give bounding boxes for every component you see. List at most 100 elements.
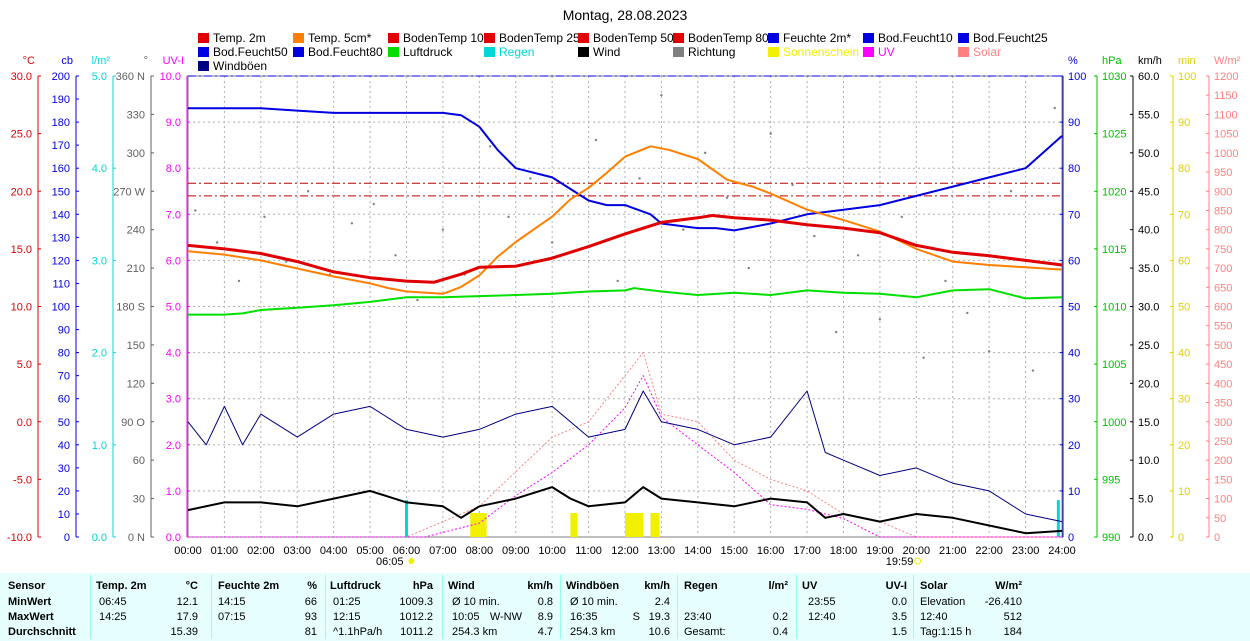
series-uv	[188, 375, 1062, 538]
direction-point	[878, 318, 882, 321]
press-tick-label: 1010	[1102, 302, 1126, 314]
sunshine-bar	[570, 513, 578, 537]
stats-cell: 0.2	[772, 611, 788, 623]
x-tick-label: 24:00	[1048, 545, 1076, 557]
stats-cell: Elevation	[920, 596, 966, 608]
cb-tick-label: 40	[58, 440, 70, 452]
temp-tick-label: 30.0	[11, 71, 32, 83]
stats-table: Sensor Temp. 2m °C Feuchte 2m% Luftdruck hPa W…	[0, 573, 1250, 641]
x-tick-label: 22:00	[975, 545, 1003, 557]
legend-label: UV	[878, 45, 895, 59]
solar-tick-label: 350	[1214, 398, 1232, 410]
legend-item: Temp. 5cm*	[293, 31, 371, 45]
solar-tick-label: 650	[1214, 282, 1232, 294]
solar-tick-label: 1150	[1214, 90, 1238, 102]
legend-item: Bod.Feucht80	[293, 45, 383, 59]
direction-point	[263, 215, 266, 219]
direction-point	[1053, 106, 1056, 110]
dir-tick-label: 210	[127, 263, 145, 275]
hum-tick-label: 30	[1068, 394, 1080, 406]
cb-tick-label: 20	[58, 486, 70, 498]
legend-label: Solar	[973, 45, 1002, 59]
cb-tick-label: 140	[52, 209, 70, 221]
direction-point	[638, 177, 641, 180]
min-tick-label: 50	[1178, 302, 1190, 314]
stats-cell: 8.9	[537, 611, 553, 623]
rain-tick-label: 5.0	[92, 71, 107, 83]
stats-separator	[796, 575, 797, 639]
direction-point	[529, 177, 532, 180]
stats-cell: 23:40	[684, 611, 712, 623]
legend-item: Regen	[484, 45, 534, 59]
legend-swatch	[958, 47, 969, 57]
x-tick-label: 12:00	[611, 545, 639, 557]
direction-point	[791, 183, 794, 187]
legend-item: BodenTemp 50	[578, 31, 674, 45]
cb-tick-label: 50	[58, 417, 70, 429]
direction-point	[703, 151, 707, 155]
cb-tick-label: 100	[52, 302, 70, 314]
direction-point	[594, 138, 598, 142]
dir-tick-label: 240	[127, 225, 145, 237]
stats-row-label: MaxWert	[8, 611, 54, 623]
solar-tick-label: 1050	[1214, 129, 1238, 141]
temp-tick-label: 5.0	[17, 359, 32, 371]
legend-item: Feuchte 2m*	[768, 31, 851, 45]
legend-label: Bod.Feucht25	[973, 31, 1048, 45]
x-tick-label: 11:00	[575, 545, 602, 557]
stats-cell: -26.410	[984, 596, 1022, 608]
stats-header: Solar	[920, 580, 948, 592]
legend-item: Wind	[578, 45, 620, 59]
temp-tick-label: 0.0	[17, 417, 32, 429]
stats-cell: 3.5	[891, 611, 907, 623]
temp-axis-unit: °C	[23, 55, 35, 67]
legend-item: Bod.Feucht10	[863, 31, 953, 45]
solar-tick-label: 850	[1214, 205, 1232, 217]
x-tick-label: 07:00	[429, 545, 457, 557]
cb-tick-label: 200	[52, 71, 70, 83]
stats-cell: 12.1	[176, 596, 198, 608]
x-tick-label: 21:00	[939, 545, 967, 557]
dir-tick-label: 180 S	[116, 302, 145, 314]
legend-item: Windböen	[198, 59, 267, 73]
direction-point	[394, 254, 397, 257]
legend-swatch	[673, 47, 684, 57]
x-tick-label: 14:00	[684, 545, 712, 557]
solar-tick-label: 300	[1214, 417, 1232, 429]
stats-header: Sensor	[8, 580, 46, 592]
stats-cell: 0.0	[891, 596, 907, 608]
temp-tick-label: 20.0	[11, 186, 32, 198]
stats-cell: 06:45	[99, 596, 127, 608]
hum-tick-label: 70	[1068, 209, 1080, 221]
press-tick-label: 1020	[1102, 186, 1126, 198]
uv-tick-label: 0.0	[166, 532, 181, 544]
legend-item: Richtung	[673, 45, 735, 59]
uv-tick-label: 7.0	[166, 209, 181, 221]
direction-point	[550, 241, 554, 244]
legend-item: Bod.Feucht25	[958, 31, 1048, 45]
press-tick-label: 1015	[1102, 244, 1126, 256]
stats-cell: 2.4	[654, 596, 670, 608]
direction-point	[215, 241, 219, 244]
dir-tick-label: 90 O	[121, 417, 145, 429]
temp-tick-label: 25.0	[11, 129, 32, 141]
press-tick-label: 990	[1102, 532, 1120, 544]
uv-tick-label: 9.0	[166, 117, 181, 129]
uv-axis-unit: UV-I	[163, 55, 184, 67]
x-tick-label: 13:00	[648, 545, 676, 557]
dir-tick-label: 330	[127, 109, 145, 121]
x-tick-label: 04:00	[320, 545, 348, 557]
direction-point	[660, 94, 663, 97]
cb-tick-label: 60	[58, 394, 70, 406]
uv-tick-label: 10.0	[160, 71, 181, 83]
press-tick-label: 1005	[1102, 359, 1126, 371]
cb-tick-label: 160	[52, 163, 70, 175]
solar-tick-label: 600	[1214, 302, 1232, 314]
stats-header: %	[307, 580, 317, 592]
chart-title: Montag, 28.08.2023	[562, 7, 688, 23]
legend-item: Luftdruck	[388, 45, 452, 59]
solar-tick-label: 1200	[1214, 71, 1238, 83]
dir-tick-label: 30	[133, 494, 145, 506]
hum-tick-label: 60	[1068, 255, 1080, 267]
min-tick-label: 40	[1178, 348, 1190, 360]
